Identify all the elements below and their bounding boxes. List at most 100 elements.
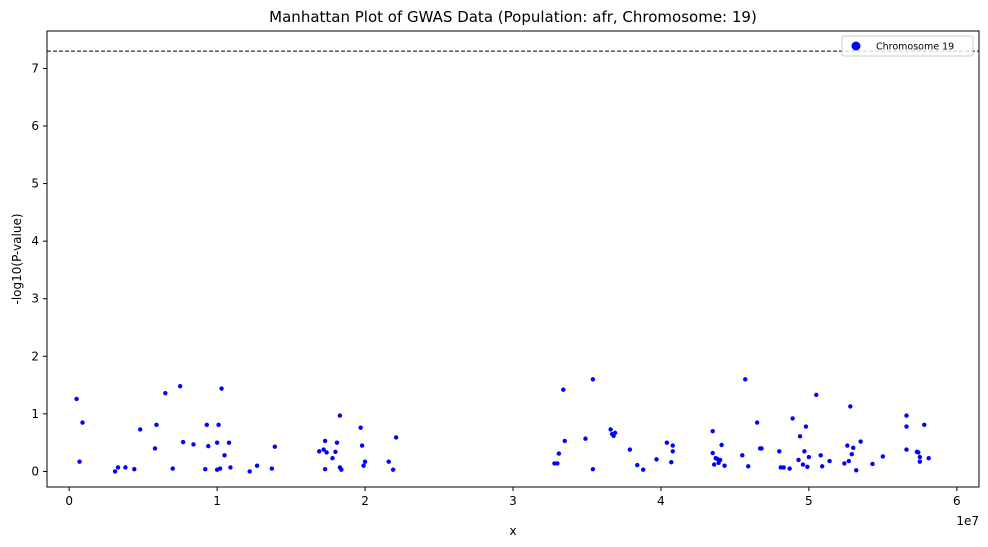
x-tick-label: 4 (657, 494, 665, 508)
data-point (827, 458, 832, 464)
data-point (152, 446, 158, 451)
data-point (719, 442, 724, 448)
data-point (926, 456, 931, 461)
data-point (917, 454, 923, 460)
data-point (138, 427, 143, 432)
legend-box (841, 35, 974, 57)
data-point (814, 392, 819, 398)
data-point (177, 384, 183, 389)
plot-area (47, 50, 979, 474)
data-point (743, 377, 748, 382)
data-point (359, 443, 365, 448)
data-point (590, 377, 596, 382)
y-tick-label: 1 (31, 407, 39, 421)
x-tick-label: 5 (805, 494, 813, 508)
chart-title: Manhattan Plot of GWAS Data (Population:… (269, 8, 757, 26)
x-tick-label: 3 (509, 494, 517, 508)
data-point (123, 465, 128, 470)
data-point (664, 440, 670, 445)
data-point (226, 440, 232, 445)
data-point (358, 425, 363, 430)
data-point (790, 416, 795, 421)
data-point (203, 466, 208, 472)
data-point (115, 465, 121, 470)
data-point (670, 449, 675, 454)
data-point (722, 463, 727, 468)
data-point (561, 387, 566, 392)
data-point (322, 466, 328, 472)
y-tick-label: 5 (31, 177, 39, 191)
data-point (333, 449, 338, 455)
x-tick-label: 0 (65, 494, 73, 508)
y-tick-label: 3 (31, 292, 39, 306)
data-point (180, 439, 186, 445)
data-point (802, 449, 807, 454)
data-point (845, 443, 850, 448)
data-point (556, 451, 562, 456)
data-point (781, 465, 786, 470)
data-point (754, 420, 760, 425)
data-point (654, 457, 659, 462)
data-point (805, 464, 810, 470)
axes-frame (46, 30, 980, 488)
data-point (846, 458, 852, 464)
data-point (393, 435, 399, 440)
data-point (170, 466, 175, 471)
data-point (562, 438, 567, 444)
data-point (321, 447, 326, 452)
data-point (787, 466, 792, 471)
data-point (917, 459, 923, 464)
data-point (362, 459, 368, 464)
data-point (330, 456, 335, 461)
y-tick-label: 0 (31, 464, 39, 478)
y-axis-label: -log10(P-value) (10, 213, 24, 304)
data-point (711, 462, 717, 467)
y-tick-label: 4 (31, 234, 39, 248)
data-point (206, 443, 211, 449)
data-point (337, 413, 343, 418)
data-point (74, 396, 79, 402)
data-point (163, 390, 168, 396)
data-point (904, 447, 909, 452)
x-axis-offset-label: 1e7 (956, 514, 979, 528)
data-point (759, 446, 764, 451)
x-axis-label: x (509, 524, 516, 538)
data-point (339, 467, 344, 472)
data-point (746, 464, 751, 469)
data-point (322, 438, 328, 444)
data-point (627, 447, 633, 452)
data-point (214, 440, 220, 445)
data-point (254, 463, 260, 468)
data-point (386, 459, 391, 464)
data-point (797, 434, 803, 439)
y-tick-label: 7 (31, 61, 39, 75)
y-axis-ticks: 0 1 2 3 4 5 6 7 (31, 61, 47, 478)
data-point (590, 466, 596, 472)
data-point (216, 422, 221, 428)
data-point (204, 422, 209, 428)
data-point (904, 413, 909, 418)
data-point (870, 461, 875, 467)
data-point (669, 460, 674, 465)
x-axis-ticks: 0 1 2 3 4 5 6 (65, 487, 961, 508)
data-point (77, 459, 82, 464)
data-point (272, 444, 278, 449)
data-point (154, 422, 159, 428)
data-point (555, 461, 560, 466)
data-point (608, 427, 613, 432)
data-point (228, 465, 233, 470)
data-point (324, 450, 329, 455)
data-point (390, 467, 396, 472)
data-point (819, 464, 825, 469)
data-point (922, 422, 927, 428)
data-point (640, 467, 646, 472)
y-tick-label: 6 (31, 119, 39, 133)
data-point (217, 466, 223, 471)
data-point (334, 440, 340, 445)
data-point (269, 466, 275, 471)
data-point (880, 454, 886, 459)
data-point (858, 439, 863, 444)
legend: Chromosome 19 (841, 35, 974, 57)
data-point (848, 404, 853, 409)
